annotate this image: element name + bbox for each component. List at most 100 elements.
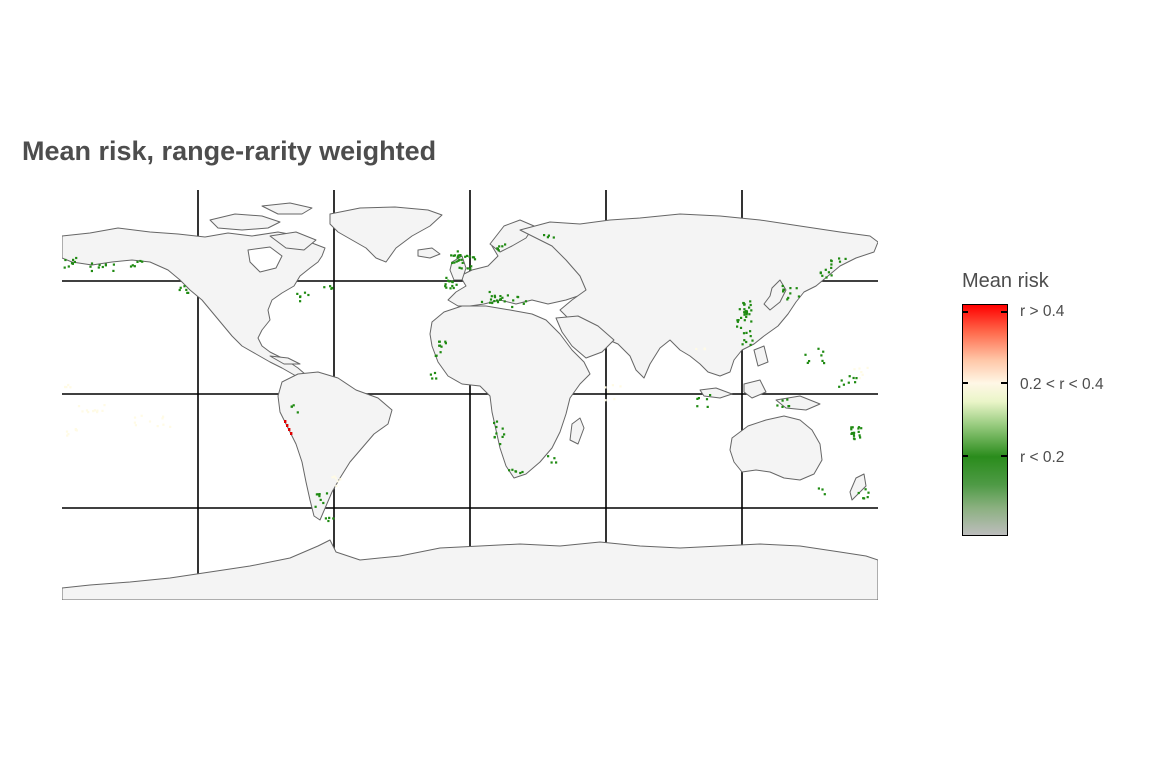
risk-cell [433, 371, 437, 375]
risk-cell [66, 434, 69, 437]
risk-cell [860, 427, 863, 430]
risk-cell [488, 290, 491, 294]
risk-cell [501, 435, 504, 438]
caribbean-islands [269, 355, 301, 365]
risk-cell [74, 428, 77, 431]
indonesia [699, 387, 733, 399]
legend-colorbar [962, 304, 1008, 536]
risk-cell [495, 432, 498, 435]
risk-cell [848, 375, 851, 378]
risk-cell [830, 263, 833, 266]
risk-cell [335, 484, 338, 487]
risk-cell [858, 377, 861, 380]
risk-cell [552, 236, 555, 239]
risk-cell [103, 404, 106, 407]
new-zealand [849, 473, 867, 501]
risk-cell [506, 294, 509, 297]
risk-cell [853, 438, 856, 441]
risk-cell [496, 247, 499, 251]
risk-cell [857, 426, 861, 429]
risk-cell [749, 330, 752, 333]
risk-cell [547, 455, 550, 458]
risk-cell [705, 398, 709, 401]
risk-cell [318, 495, 321, 498]
risk-cell [438, 340, 441, 343]
risk-cell [857, 491, 860, 495]
risk-cell [315, 493, 318, 496]
risk-cell [331, 476, 334, 479]
risk-cell [795, 287, 798, 290]
risk-cell [742, 302, 745, 305]
risk-cell [327, 519, 330, 523]
risk-cell [498, 245, 501, 248]
risk-cell [466, 267, 469, 270]
risk-cell [296, 292, 299, 295]
risk-cell [496, 301, 500, 304]
risk-cell [460, 258, 463, 261]
risk-cell [290, 432, 293, 435]
risk-cell [709, 394, 712, 397]
risk-cell [607, 390, 610, 393]
risk-cell [96, 409, 99, 412]
risk-cell [495, 420, 499, 423]
risk-cell [336, 480, 339, 483]
legend-tick [962, 311, 968, 313]
risk-cell [136, 260, 139, 263]
antarctica [62, 539, 878, 600]
risk-cell [456, 250, 459, 253]
risk-cell [67, 383, 70, 387]
risk-cell [788, 405, 791, 408]
risk-cell [521, 470, 524, 474]
japan [763, 279, 787, 311]
risk-cell [493, 296, 497, 299]
risk-cell [850, 426, 853, 429]
risk-cell [504, 243, 507, 246]
australia [729, 415, 823, 481]
risk-cell [75, 256, 78, 260]
risk-cell [70, 262, 74, 265]
risk-cell [789, 287, 792, 290]
risk-cell [459, 254, 462, 257]
hudson-bay [247, 246, 283, 273]
risk-cell [455, 260, 458, 263]
risk-cell [96, 411, 99, 414]
risk-cell [447, 279, 450, 282]
risk-cell [331, 286, 334, 290]
risk-cell [741, 343, 744, 346]
risk-cell [452, 286, 455, 290]
risk-cell [830, 260, 833, 263]
risk-cell [104, 264, 107, 267]
risk-cell [90, 262, 94, 265]
risk-cell [183, 285, 186, 288]
risk-cell [81, 410, 84, 413]
risk-cell [503, 300, 506, 303]
risk-cell [736, 325, 739, 328]
risk-cell [303, 291, 307, 294]
risk-cell [444, 285, 447, 288]
risk-cell [749, 303, 752, 307]
risk-cell [496, 299, 499, 302]
risk-cell [619, 385, 622, 388]
risk-cell [319, 498, 322, 501]
risk-cell [823, 493, 826, 496]
risk-cell [514, 470, 517, 473]
risk-cell [838, 260, 842, 263]
risk-cell [511, 468, 514, 471]
risk-cell [786, 298, 789, 301]
risk-cell [749, 343, 752, 346]
risk-cell [511, 305, 514, 309]
risk-cell [162, 415, 165, 418]
legend-label-high: r > 0.4 [1020, 303, 1065, 320]
risk-cell [696, 405, 699, 408]
risk-cell [858, 434, 861, 437]
risk-cell [863, 497, 866, 500]
risk-cell [866, 366, 869, 369]
legend-tick [962, 382, 968, 384]
risk-cell [161, 417, 164, 420]
risk-cell [806, 361, 809, 364]
risk-cell [92, 410, 95, 413]
risk-cell [743, 308, 746, 311]
risk-cell [751, 339, 754, 342]
risk-cell [745, 331, 748, 334]
legend-label-mid: 0.2 < r < 0.4 [1020, 376, 1104, 393]
